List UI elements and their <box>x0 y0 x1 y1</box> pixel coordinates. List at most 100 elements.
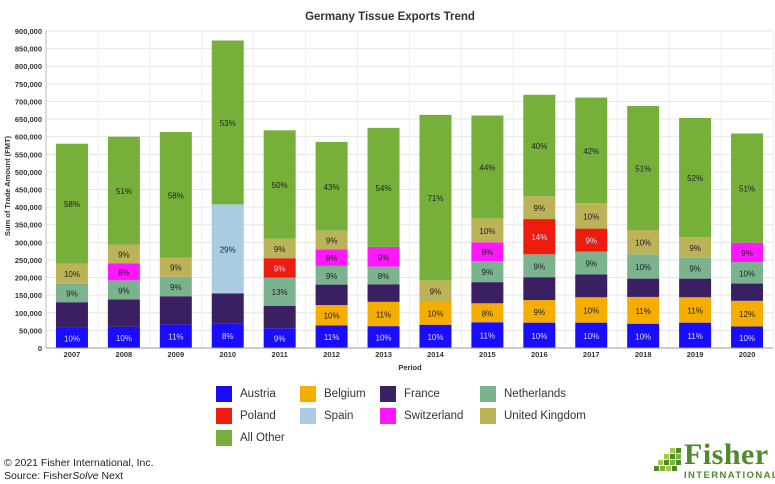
data-label: 13% <box>272 288 288 297</box>
legend-label: Switzerland <box>404 410 464 422</box>
bar-segment <box>107 299 140 327</box>
bar-segment <box>367 301 400 327</box>
source-suffix: Next <box>98 470 124 482</box>
x-tick-label: 2015 <box>479 350 496 359</box>
gridlines <box>45 30 774 349</box>
data-label: 10% <box>739 269 755 278</box>
copyright-text: © 2021 Fisher International, Inc. <box>4 457 154 469</box>
data-label: 9% <box>430 287 442 296</box>
source-italic: Solve <box>72 470 99 482</box>
y-tick-label: 450,000 <box>15 186 42 195</box>
x-tick-label: 2017 <box>583 350 600 359</box>
y-tick-label: 50,000 <box>19 326 42 335</box>
data-label: 8% <box>222 332 234 341</box>
x-tick-label: 2009 <box>167 350 184 359</box>
data-label: 71% <box>427 194 443 203</box>
bar-segment <box>471 115 504 219</box>
data-label: 10% <box>531 332 547 341</box>
data-label: 9% <box>326 272 338 281</box>
bar-segment <box>627 230 660 255</box>
legend-label: Netherlands <box>504 388 567 400</box>
bar-segment <box>107 280 140 300</box>
data-label: 9% <box>170 283 182 292</box>
legend-swatch <box>380 386 396 402</box>
bar-segment <box>55 263 88 284</box>
bar-segment <box>471 218 504 243</box>
legend-swatch <box>300 408 316 424</box>
bar-segment <box>575 297 608 323</box>
bar-segment <box>523 94 556 197</box>
bar-segment <box>679 117 712 238</box>
bar-segment <box>315 249 348 266</box>
bar-segment <box>731 133 764 243</box>
data-label: 40% <box>531 142 547 151</box>
data-label: 9% <box>118 250 130 259</box>
bar-segment <box>471 261 504 283</box>
x-axis: 2007 2008 2009 2010 2011 2012 2013 2014 2015 2016… <box>46 347 773 359</box>
bar-segment <box>575 97 608 204</box>
data-label: 8% <box>326 254 338 263</box>
bar-segment <box>471 303 504 323</box>
bar-segment <box>575 251 608 275</box>
bar-segment <box>627 323 660 348</box>
data-label: 51% <box>635 165 651 174</box>
bar-segment <box>263 277 296 306</box>
x-tick-label: 2016 <box>531 350 548 359</box>
bar-segment <box>211 293 244 324</box>
data-label: 10% <box>583 212 599 221</box>
bar-segment <box>523 322 556 348</box>
data-label: 9% <box>274 245 286 254</box>
bar-segment <box>523 277 556 301</box>
data-label: 43% <box>324 183 340 192</box>
data-label: 10% <box>583 332 599 341</box>
bar-segment <box>55 283 88 303</box>
logo-subtitle: INTERNATIONAL <box>684 470 775 481</box>
bar-segment <box>575 322 608 348</box>
data-label: 12% <box>739 310 755 319</box>
bar-segment <box>107 326 140 348</box>
legend-label: All Other <box>240 432 285 444</box>
y-axis-label: Sum of Trade Amount (FMT) <box>3 135 12 236</box>
data-label: 9% <box>170 264 182 273</box>
bar-segment <box>679 322 712 348</box>
bar-segment <box>523 196 556 220</box>
bar-segment <box>679 278 712 298</box>
data-label: 10% <box>376 334 392 343</box>
data-label: 8% <box>118 268 130 277</box>
bar-segment <box>263 130 296 239</box>
legend-swatch <box>480 386 496 402</box>
bar-segment <box>107 244 140 264</box>
data-label: 11% <box>635 307 650 316</box>
bar-segment <box>471 242 504 262</box>
data-label: 11% <box>168 333 183 342</box>
bar-segment <box>55 327 88 348</box>
data-label: 9% <box>534 204 546 213</box>
data-label: 10% <box>116 334 132 343</box>
data-label: 9% <box>378 253 390 262</box>
legend-swatch <box>300 386 316 402</box>
bar-segment <box>315 141 348 231</box>
bar-segment <box>159 276 192 297</box>
bar-segment <box>523 300 556 323</box>
source-text: Source: FisherSolve Next <box>4 470 123 482</box>
bar-segment <box>679 257 712 279</box>
bar-segment <box>523 219 556 255</box>
y-tick-label: 850,000 <box>15 45 42 54</box>
data-label: 10% <box>324 312 340 321</box>
data-label: 9% <box>741 249 753 258</box>
data-label: 9% <box>534 262 546 271</box>
y-tick-label: 500,000 <box>15 168 42 177</box>
data-label: 50% <box>272 181 288 190</box>
x-tick-label: 2013 <box>375 350 392 359</box>
data-label: 9% <box>689 244 701 253</box>
bar-segment <box>627 278 660 297</box>
legend-item: France <box>380 386 440 402</box>
bar-segment <box>367 127 400 247</box>
y-tick-label: 150,000 <box>15 291 42 300</box>
source-prefix: Source: Fisher <box>4 470 73 482</box>
x-tick-label: 2008 <box>116 350 133 359</box>
bar-segment <box>367 326 400 348</box>
fisher-logo: Fisher INTERNATIONAL <box>654 438 775 481</box>
data-label: 51% <box>739 185 755 194</box>
x-tick-label: 2010 <box>219 350 236 359</box>
